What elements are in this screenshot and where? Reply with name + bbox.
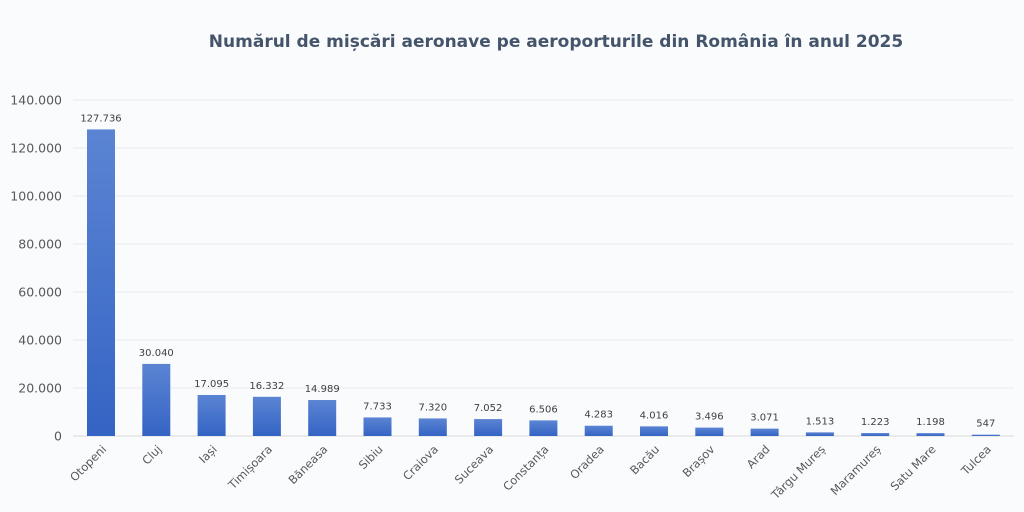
x-tick-label: Brașov [680, 442, 718, 480]
data-label: 3.071 [750, 413, 779, 424]
x-tick-label: Craiova [400, 442, 441, 483]
data-label: 3.496 [695, 412, 724, 423]
x-tick-label: Sibiu [356, 442, 386, 472]
bar-10 [584, 425, 613, 436]
data-label: 127.736 [80, 113, 121, 124]
y-tick-label: 140.000 [10, 93, 62, 108]
x-tick-label: Oradea [567, 442, 607, 482]
chart-title: Numărul de mișcări aeronave pe aeroportu… [209, 32, 903, 52]
x-tick-label: Suceava [452, 442, 496, 486]
y-tick-label: 0 [54, 429, 62, 444]
y-tick-label: 20.000 [18, 381, 62, 396]
y-tick-label: 80.000 [18, 237, 62, 252]
data-label: 1.198 [916, 417, 945, 428]
data-label: 6.506 [529, 404, 558, 415]
bar-14 [805, 432, 834, 436]
y-tick-label: 120.000 [10, 141, 62, 156]
data-label: 547 [976, 419, 995, 430]
data-label: 17.095 [194, 379, 229, 390]
x-tick-label: Otopeni [67, 442, 109, 484]
bar-3 [197, 394, 226, 436]
bar-6 [363, 417, 392, 436]
data-label: 30.040 [139, 348, 174, 359]
x-tick-label: Arad [744, 442, 773, 471]
x-tick-label: Bacău [627, 442, 662, 477]
data-label: 4.016 [640, 410, 669, 421]
y-tick-label: 40.000 [18, 333, 62, 348]
bar-16 [916, 433, 945, 436]
data-label: 16.332 [249, 381, 284, 392]
data-label: 7.052 [474, 403, 503, 414]
bar-11 [640, 426, 668, 436]
bar-13 [750, 428, 779, 436]
x-tick-label: Tulcea [958, 442, 994, 478]
data-label: 7.320 [418, 402, 447, 413]
bar-5 [308, 400, 337, 436]
data-label: 4.283 [584, 410, 613, 421]
x-tick-label: Satu Mare [887, 442, 938, 493]
x-tick-label: Iași [196, 442, 220, 466]
bar-7 [418, 418, 447, 436]
y-tick-label: 100.000 [10, 189, 62, 204]
x-tick-label: Târgu Mureș [768, 442, 828, 502]
data-label: 1.513 [806, 416, 835, 427]
bar-15 [861, 433, 890, 436]
data-label: 14.989 [305, 384, 340, 395]
bar-1 [87, 129, 115, 436]
bar-12 [695, 427, 724, 436]
bar-2 [142, 363, 171, 436]
bar-17 [971, 434, 1000, 436]
x-tick-label: Timișoara [225, 442, 275, 492]
x-tick-label: Maramureș [828, 442, 884, 498]
y-tick-label: 60.000 [18, 285, 62, 300]
data-label: 1.223 [861, 417, 890, 428]
data-label: 7.733 [363, 401, 392, 412]
bar-4 [252, 396, 281, 436]
x-tick-label: Cluj [139, 442, 164, 467]
x-tick-label: Constanța [500, 442, 551, 493]
bar-9 [529, 420, 558, 436]
x-tick-label: Băneasa [285, 442, 330, 487]
bar-8 [474, 419, 503, 436]
